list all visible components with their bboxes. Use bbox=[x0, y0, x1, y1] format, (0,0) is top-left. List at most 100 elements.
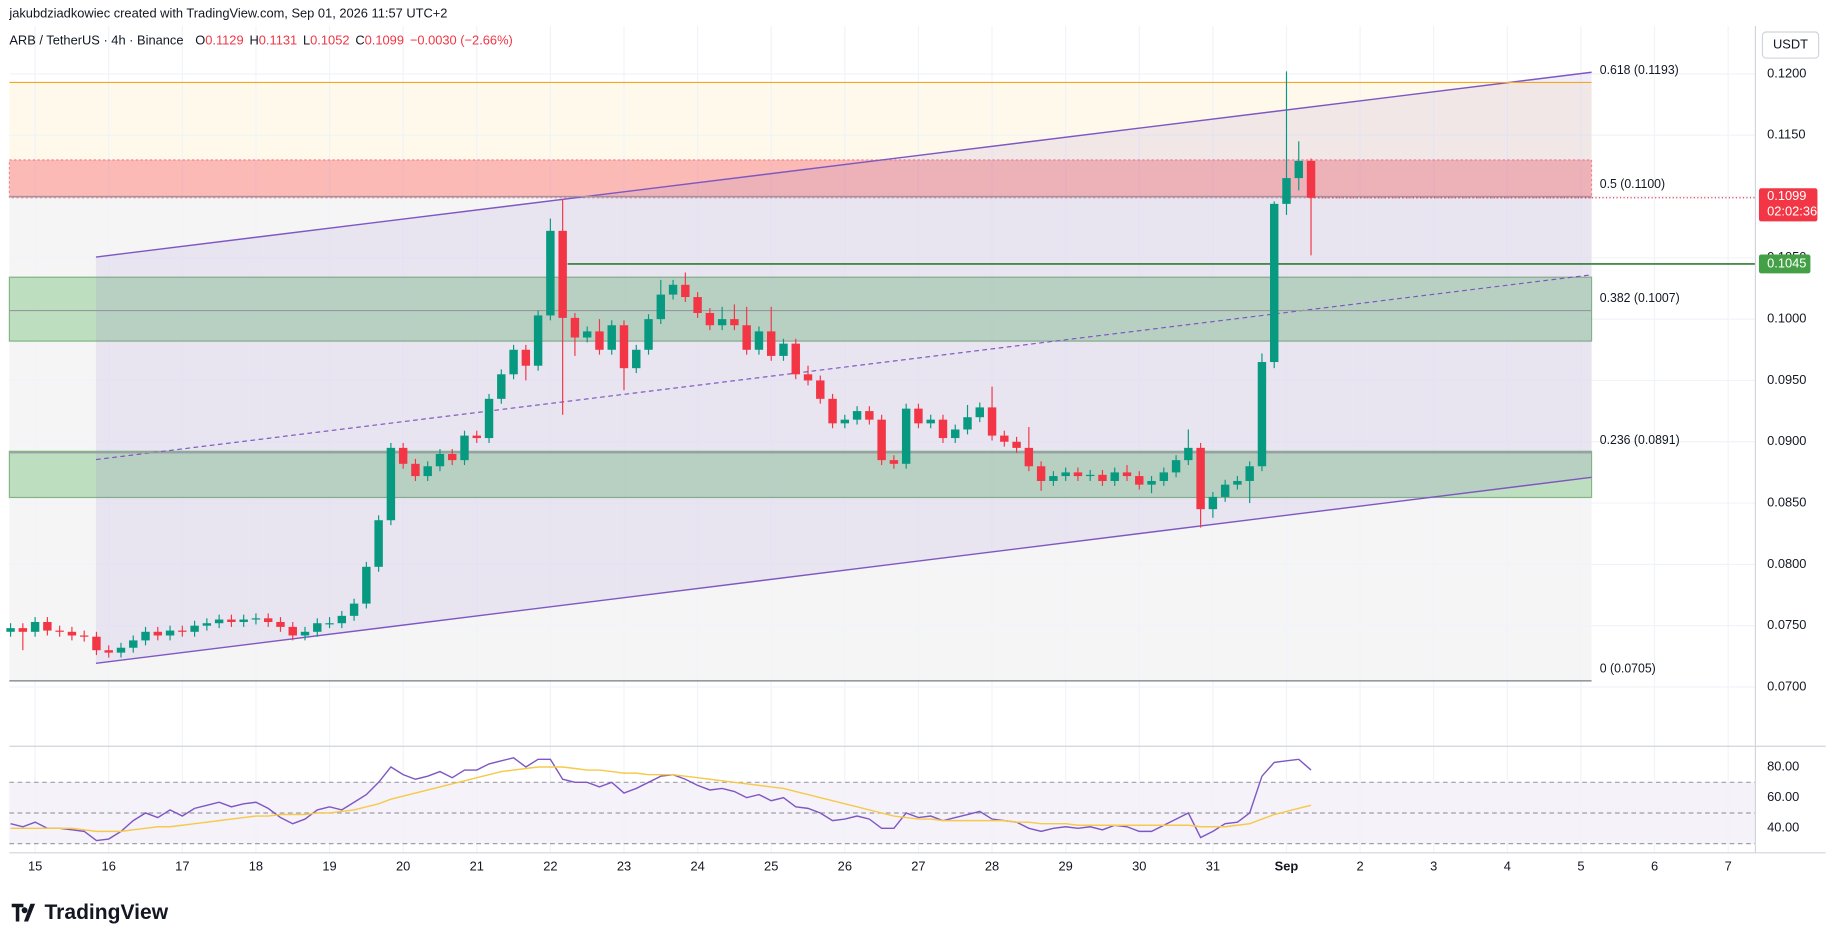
x-tick-label: 31 bbox=[1206, 858, 1220, 873]
x-tick-label: 7 bbox=[1725, 858, 1732, 873]
candle-body bbox=[202, 623, 212, 626]
candle-body bbox=[1208, 496, 1218, 510]
candle-body bbox=[533, 315, 543, 366]
axes: USDT 15 16 17 18 19 20 21 22 23 24 25 26 27 28 29 30 31 S… bbox=[9, 26, 1826, 873]
y-tick-label: 0.0700 bbox=[1767, 678, 1806, 693]
candle-body bbox=[337, 615, 347, 624]
candle-body bbox=[889, 460, 899, 464]
candle-body bbox=[1049, 476, 1058, 481]
currency-button[interactable] bbox=[1761, 31, 1820, 59]
currency-label: USDT bbox=[1773, 36, 1808, 51]
candle-body bbox=[644, 319, 653, 350]
candle-body bbox=[865, 411, 874, 420]
candle-body bbox=[300, 631, 310, 636]
legend-value: 0.1052 bbox=[310, 33, 349, 48]
candle-body bbox=[828, 398, 837, 424]
legend-key: H bbox=[249, 33, 258, 48]
candle-body bbox=[1196, 447, 1205, 510]
candle-body bbox=[632, 349, 641, 369]
drawings bbox=[8, 71, 1593, 665]
y-tick-label: 0.0750 bbox=[1767, 617, 1806, 632]
rsi-tick-label: 80.00 bbox=[1767, 758, 1799, 773]
x-tick-label: 20 bbox=[396, 858, 410, 873]
candle-body bbox=[607, 325, 616, 350]
legend: ARB / TetherUS · 4h · Binance O0.1129 H0.1… bbox=[9, 33, 512, 48]
channel-mid bbox=[95, 274, 1592, 461]
candle-body bbox=[901, 408, 911, 464]
candle-body bbox=[705, 312, 715, 326]
candle-body bbox=[1024, 447, 1034, 467]
logo: TradingView bbox=[11, 901, 169, 924]
candle-body bbox=[423, 466, 432, 477]
legend-key: O bbox=[195, 33, 205, 48]
legend-symbol: ARB / TetherUS · 4h · Binance bbox=[9, 33, 183, 48]
candle-body bbox=[497, 374, 506, 399]
x-tick-label: 29 bbox=[1059, 858, 1073, 873]
fib-label: 0.236 (0.0891) bbox=[1600, 433, 1680, 447]
demand-zone bbox=[8, 450, 1593, 499]
x-tick-label: 15 bbox=[28, 858, 42, 873]
candle-body bbox=[546, 230, 555, 316]
marks: 0.618 (0.1193) 0.5 (0.1100) 0.382 (0.1007)… bbox=[6, 63, 1756, 845]
rsi-line bbox=[10, 757, 1312, 842]
candle-body bbox=[251, 618, 261, 620]
candle-body bbox=[1233, 480, 1242, 485]
candle-body bbox=[1000, 435, 1009, 442]
x-tick-label: 16 bbox=[102, 858, 116, 873]
x-tick-label: 17 bbox=[175, 858, 189, 873]
candle-body bbox=[1306, 160, 1316, 198]
candle-body bbox=[963, 417, 972, 430]
candle-body bbox=[767, 331, 776, 356]
candle-body bbox=[276, 621, 285, 627]
candle-body bbox=[325, 623, 334, 625]
candle-body bbox=[840, 419, 850, 424]
candle-body bbox=[877, 419, 886, 461]
x-tick-label: 24 bbox=[690, 858, 704, 873]
logo-text: TradingView bbox=[44, 901, 168, 924]
candle-body bbox=[484, 398, 494, 439]
candle-body bbox=[730, 319, 739, 326]
candle-body bbox=[582, 331, 592, 338]
header-credit: jakubdziadkowiec created with TradingVie… bbox=[8, 6, 447, 21]
candle-body bbox=[1220, 484, 1230, 497]
candle-body bbox=[1085, 474, 1095, 477]
candle-body bbox=[116, 647, 126, 653]
candle-body bbox=[1257, 362, 1267, 467]
x-tick-label: 6 bbox=[1651, 858, 1658, 873]
x-tick-label: 2 bbox=[1357, 858, 1364, 873]
x-tick-label: 4 bbox=[1504, 858, 1511, 873]
y-tick-label: 0.0900 bbox=[1767, 433, 1806, 448]
candle-body bbox=[595, 331, 604, 350]
x-tick-label: 25 bbox=[764, 858, 778, 873]
candle-body bbox=[129, 640, 138, 648]
candle-body bbox=[1098, 474, 1107, 481]
candle-body bbox=[55, 630, 64, 632]
candle-body bbox=[165, 630, 175, 636]
candle-body bbox=[1012, 441, 1021, 448]
x-tick-label: 23 bbox=[617, 858, 631, 873]
candle-body bbox=[288, 626, 297, 636]
legend-value: 0.1131 bbox=[259, 33, 297, 48]
candle-body bbox=[975, 407, 984, 418]
candle-body bbox=[1073, 472, 1083, 477]
fib-band bbox=[9, 82, 1592, 197]
demand-zone bbox=[8, 276, 1593, 342]
candle-body bbox=[104, 650, 113, 653]
candle-body bbox=[18, 628, 28, 632]
price-tag-countdown: 02:02:36 bbox=[1767, 203, 1817, 218]
candle-body bbox=[472, 435, 481, 439]
candle-body bbox=[411, 463, 420, 477]
candle-body bbox=[1159, 472, 1169, 481]
candle-body bbox=[67, 631, 77, 636]
price-tag-value: 0.1099 bbox=[1767, 188, 1806, 203]
candle-body bbox=[1282, 178, 1291, 204]
candle-body bbox=[1184, 447, 1193, 461]
candle-body bbox=[448, 454, 457, 461]
candle-body bbox=[190, 625, 199, 632]
candle-body bbox=[43, 621, 52, 631]
candle-body bbox=[1147, 480, 1156, 485]
y-tick-label: 0.1200 bbox=[1767, 65, 1806, 80]
candle-body bbox=[681, 284, 690, 298]
candle-body bbox=[558, 230, 567, 318]
